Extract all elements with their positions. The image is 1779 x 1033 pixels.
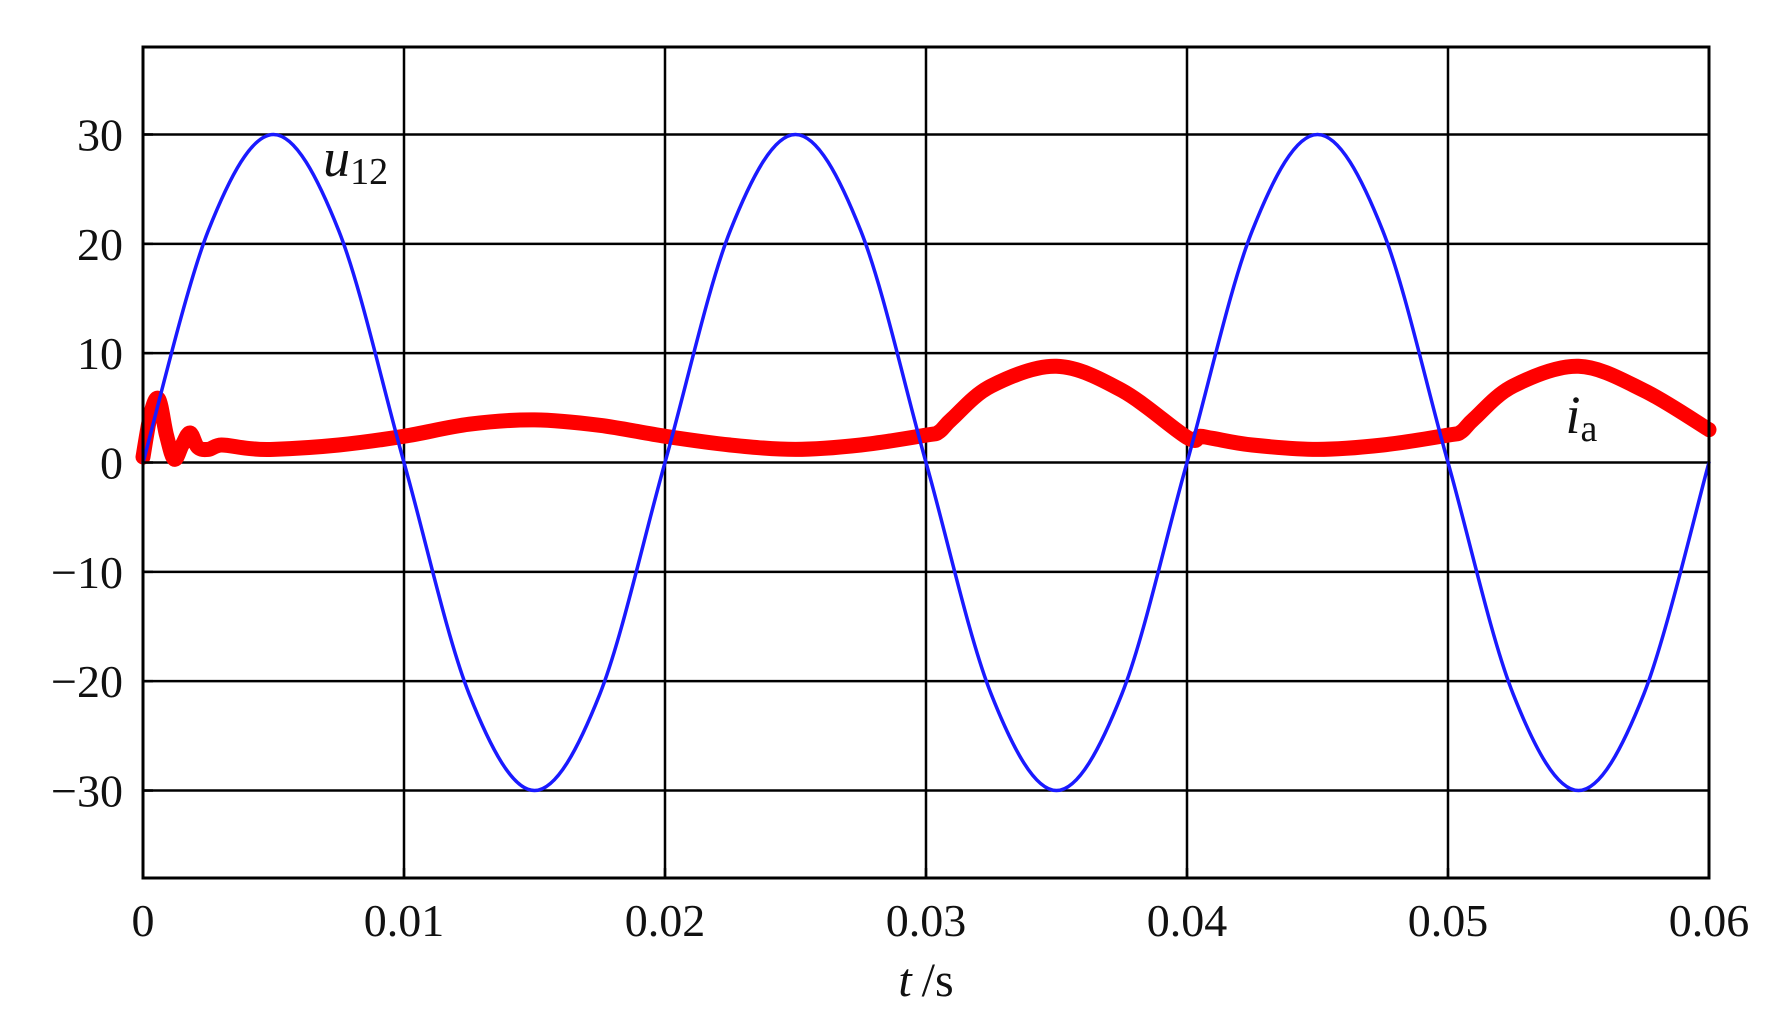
- y-tick-label: 10: [77, 328, 123, 379]
- series-u12-line: [141, 132, 1711, 793]
- y-tick-label: −30: [51, 766, 123, 817]
- series-label-u12-sub: 12: [350, 151, 388, 193]
- x-tick-label: 0.02: [625, 895, 706, 946]
- y-tick-label: 20: [77, 219, 123, 270]
- x-axis-variable: t: [898, 954, 913, 1007]
- x-tick-label: 0.06: [1669, 895, 1750, 946]
- y-tick-label: 30: [77, 109, 123, 160]
- x-axis-title: t/s: [898, 954, 953, 1007]
- y-tick-label: 0: [100, 438, 123, 489]
- series-layer: [135, 132, 1717, 793]
- y-tick-label: −20: [51, 656, 123, 707]
- series-label-ia: ia: [1565, 385, 1597, 450]
- series-label-u12: u12: [323, 128, 388, 193]
- y-tick-label: −10: [51, 547, 123, 598]
- tick-marks: [141, 133, 1711, 878]
- series-ia-line: [135, 358, 1717, 467]
- x-tick-label: 0.04: [1147, 895, 1228, 946]
- y-tick-labels: −30 −20 −10 0 10 20 30: [51, 109, 123, 816]
- x-tick-labels: 0 0.01 0.02 0.03 0.04 0.05 0.06: [132, 895, 1750, 946]
- x-tick-label: 0.03: [886, 895, 967, 946]
- x-tick-label: 0.01: [364, 895, 445, 946]
- series-label-ia-base: i: [1565, 385, 1580, 445]
- x-tick-label: 0.05: [1408, 895, 1489, 946]
- x-axis-unit: /s: [922, 954, 954, 1007]
- x-tick-label: 0: [132, 895, 155, 946]
- series-label-ia-sub: a: [1580, 408, 1597, 450]
- series-label-u12-base: u: [323, 128, 350, 188]
